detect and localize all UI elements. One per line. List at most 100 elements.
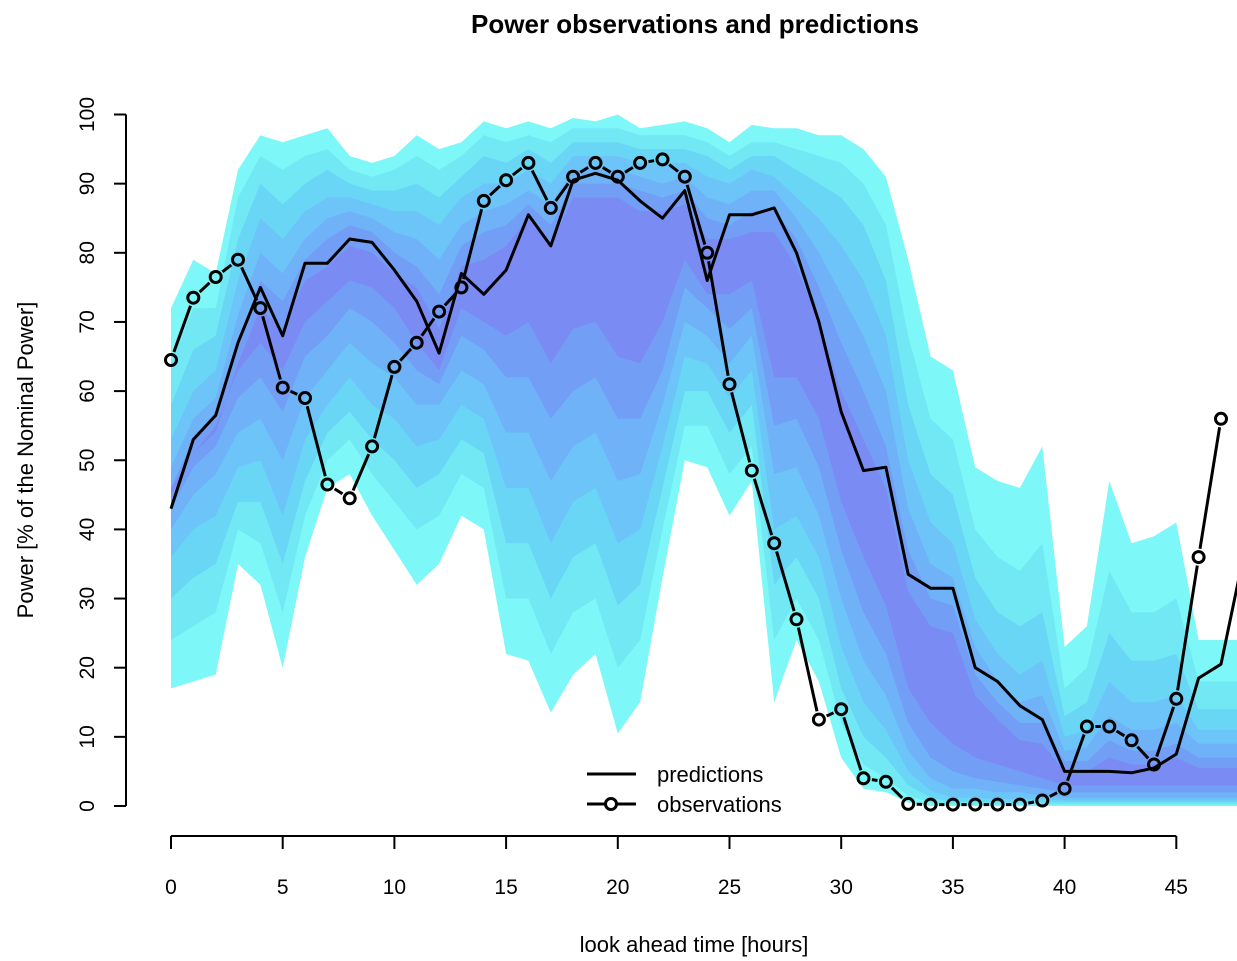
axes: 0 10 20 30 40 50 60 70 80 90 100 0 5 10 15 20 25 30 35 40 45 (76, 97, 1188, 899)
x-tick-label: 45 (1165, 876, 1188, 899)
observation-point (208, 270, 223, 284)
observation-point (633, 155, 648, 170)
observation-point (744, 463, 759, 478)
observation-point (968, 797, 983, 812)
observation-point (253, 301, 268, 316)
quantile-band-6 (171, 197, 1237, 786)
legend-observations-label: observations (657, 792, 782, 817)
observations-segment (752, 478, 774, 536)
y-tick-label: 0 (76, 800, 99, 812)
observations-segment (462, 208, 484, 280)
x-tick-label: 25 (718, 876, 741, 899)
observations-segment (443, 292, 457, 307)
observation-point (275, 380, 290, 395)
observations-segment (890, 786, 904, 799)
y-tick-label: 100 (76, 97, 99, 132)
observation-point (298, 391, 312, 405)
observations-segment (351, 453, 371, 492)
observation-point (1169, 691, 1184, 706)
observations-segment (624, 166, 634, 174)
observation-point (588, 155, 603, 170)
observation-point (856, 771, 871, 786)
observations-segment (685, 184, 707, 246)
quantile-bands (171, 114, 1237, 806)
y-tick-label: 10 (76, 725, 99, 748)
observation-point (454, 280, 469, 295)
observations-segment (305, 405, 327, 477)
observation-point (901, 796, 916, 811)
observation-point (677, 169, 692, 184)
observations-segment (261, 315, 282, 380)
observations-segment (399, 347, 413, 362)
observations-segment (601, 166, 612, 174)
x-tick-label: 35 (941, 876, 964, 899)
observation-point (1102, 719, 1117, 734)
observation-point (231, 252, 245, 267)
observations-segment (707, 260, 730, 377)
legend-observations-marker (604, 797, 618, 811)
observation-point (811, 712, 826, 727)
observation-point (700, 245, 715, 260)
legend: predictions observations (587, 762, 782, 817)
observation-point (186, 290, 201, 305)
observations-segment (796, 627, 819, 712)
observation-point (767, 536, 782, 551)
observation-point (499, 173, 514, 188)
observations-segment (1066, 733, 1086, 782)
observations-segment (842, 716, 863, 771)
observations-segment (554, 182, 570, 202)
observation-point (1035, 793, 1050, 808)
observations-segment (221, 263, 233, 273)
observations-segment (172, 305, 192, 353)
observation-point (566, 169, 581, 184)
observation-point (990, 797, 1005, 812)
observations-segment (648, 159, 655, 164)
x-tick-label: 30 (830, 876, 853, 899)
observations-segment (1049, 791, 1058, 798)
observation-point (923, 797, 938, 812)
observations-segment (1028, 800, 1035, 805)
observation-point (1147, 757, 1161, 772)
observation-point (655, 152, 670, 167)
observations-segment (775, 550, 796, 612)
x-tick-label: 5 (277, 876, 289, 899)
observation-point (1124, 733, 1139, 748)
x-tick-label: 40 (1053, 876, 1076, 899)
x-tick-label: 0 (165, 876, 177, 899)
observation-point (543, 200, 558, 215)
observations-segment (488, 184, 501, 197)
observation-point (521, 155, 536, 170)
x-tick-label: 10 (383, 876, 406, 899)
observation-point (365, 439, 380, 454)
observation-point (1012, 797, 1027, 812)
observations-segment (511, 166, 523, 177)
observation-point (476, 193, 491, 208)
observation-point (342, 491, 357, 506)
observation-point (387, 359, 402, 374)
y-tick-label: 40 (76, 518, 99, 541)
observations-segment (240, 266, 259, 302)
observations-segment (1198, 426, 1222, 549)
y-tick-label: 80 (76, 241, 99, 264)
observations-segment (530, 169, 549, 201)
y-tick-label: 30 (76, 587, 99, 610)
y-tick-label: 20 (76, 656, 99, 679)
observation-point (722, 377, 737, 392)
observation-point (1057, 781, 1072, 796)
y-axis-label: Power [% of the Nominal Power] (13, 302, 38, 619)
y-tick-label: 60 (76, 379, 99, 402)
observation-point (1214, 411, 1228, 426)
observations-segment (1136, 745, 1150, 760)
observation-point (834, 702, 849, 717)
observation-point (878, 774, 893, 789)
observation-point (610, 169, 625, 184)
observations-segment (372, 374, 394, 439)
series-layer (164, 152, 1237, 812)
chart-title: Power observations and predictions (471, 9, 919, 39)
y-tick-label: 50 (76, 449, 99, 472)
observation-point (789, 612, 804, 627)
x-tick-label: 15 (494, 876, 517, 899)
observations-segment (668, 163, 680, 173)
observation-point (164, 353, 178, 367)
